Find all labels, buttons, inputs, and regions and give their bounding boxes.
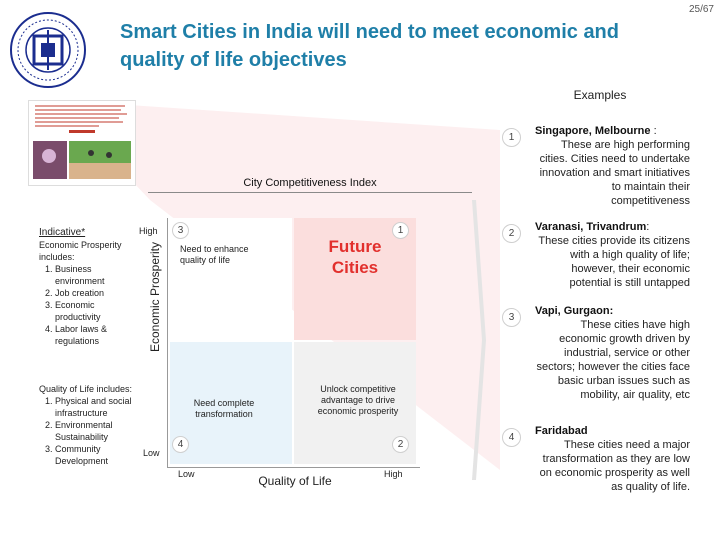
y-axis-high: High bbox=[139, 226, 158, 236]
economic-item: Economic productivity bbox=[55, 299, 139, 323]
quadrant-number: 1 bbox=[392, 222, 409, 239]
example-text: Varanasi, Trivandrum: These cities provi… bbox=[535, 220, 690, 290]
quadrant-number: 4 bbox=[172, 436, 189, 453]
example-text: Vapi, Gurgaon: These cities have high ec… bbox=[535, 304, 690, 402]
quadrant-bottom-left: Need complete transformation 4 bbox=[170, 342, 292, 464]
examples-label: Examples bbox=[573, 88, 627, 102]
example-title: Vapi, Gurgaon: bbox=[535, 305, 614, 317]
future-cities-label: Future Cities bbox=[328, 237, 382, 277]
slide-title: Smart Cities in India will need to meet … bbox=[120, 21, 619, 71]
quadrant-top-left: 3 Need to enhance quality of life bbox=[170, 218, 292, 340]
indicative-heading: Indicative* bbox=[39, 227, 86, 238]
economic-intro: Economic Prosperity includes: bbox=[39, 240, 122, 262]
example-title-suffix: : bbox=[650, 125, 657, 137]
quadrant-text: Unlock competitive advantage to drive ec… bbox=[317, 384, 399, 416]
institute-seal-icon bbox=[10, 12, 86, 88]
quadrant-top-right: 1 Future Cities bbox=[294, 218, 416, 340]
quadrant-text: Need to enhance quality of life bbox=[180, 244, 249, 265]
example-body: These cities need a major transformation… bbox=[539, 439, 690, 493]
economic-item: Business environment bbox=[55, 263, 139, 287]
competitiveness-matrix: 3 Need to enhance quality of life 1 Futu… bbox=[170, 218, 418, 466]
example-title: Faridabad bbox=[535, 425, 588, 437]
y-axis-label: Economic Prosperity bbox=[148, 241, 162, 353]
quality-indicators: Quality of Life includes: Physical and s… bbox=[39, 383, 139, 467]
quadrant-text: Need complete transformation bbox=[193, 398, 255, 419]
chevron-right-icon bbox=[472, 200, 486, 480]
x-axis-line bbox=[168, 467, 420, 468]
economic-item: Labor laws & regulations bbox=[55, 323, 139, 347]
quality-intro: Quality of Life includes: bbox=[39, 384, 133, 394]
quadrant-number: 2 bbox=[392, 436, 409, 453]
example-title: Varanasi, Trivandrum bbox=[535, 221, 647, 233]
x-axis-low: Low bbox=[178, 469, 195, 479]
y-axis-line bbox=[167, 218, 168, 468]
matrix-title-divider bbox=[148, 192, 472, 193]
example-number: 3 bbox=[502, 308, 521, 327]
quadrant-number: 3 bbox=[172, 222, 189, 239]
economic-indicators: Indicative* Economic Prosperity includes… bbox=[39, 227, 139, 347]
x-axis-high: High bbox=[384, 469, 403, 479]
quality-item: Physical and social infrastructure bbox=[55, 395, 139, 419]
example-body: These cities have high economic growth d… bbox=[536, 319, 690, 401]
example-number: 2 bbox=[502, 224, 521, 243]
quality-item: Environmental Sustainability bbox=[55, 419, 139, 443]
example-title: Singapore, Melbourne bbox=[535, 125, 651, 137]
quality-item: Community Development bbox=[55, 443, 139, 467]
quadrant-bottom-right: Unlock competitive advantage to drive ec… bbox=[294, 342, 416, 464]
example-text: Singapore, Melbourne : These are high pe… bbox=[535, 124, 690, 208]
example-number: 4 bbox=[502, 428, 521, 447]
economic-item: Job creation bbox=[55, 287, 139, 299]
x-axis-label: Quality of Life bbox=[258, 474, 332, 488]
y-axis-low: Low bbox=[143, 448, 160, 458]
example-body: These cities provide its citizens with a… bbox=[538, 235, 690, 289]
example-title-suffix: : bbox=[646, 221, 650, 233]
example-number: 1 bbox=[502, 128, 521, 147]
report-thumbnail-image bbox=[28, 100, 136, 186]
example-text: Faridabad These cities need a major tran… bbox=[535, 424, 690, 494]
page-number: 25/67 bbox=[688, 4, 714, 15]
matrix-title: City Competitiveness Index bbox=[243, 177, 377, 189]
example-body: These are high performing cities. Cities… bbox=[539, 139, 690, 207]
